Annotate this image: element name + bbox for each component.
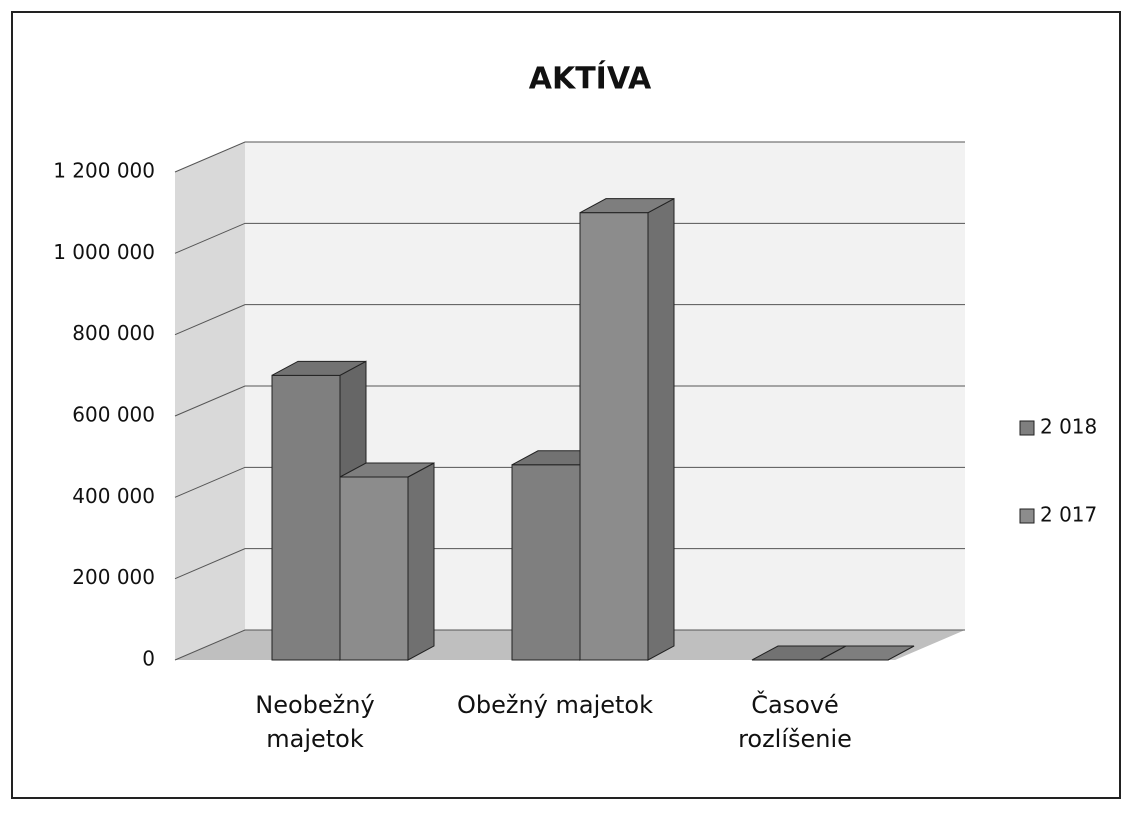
y-tick-label: 0: [142, 647, 155, 671]
bar-top: [579, 198, 675, 214]
legend-swatch: [1019, 508, 1035, 524]
y-tick-label: 1 200 000: [53, 159, 155, 183]
y-tick-label: 400 000: [72, 484, 155, 508]
legend-label: 2 017: [1040, 503, 1097, 527]
grid-line: [174, 222, 965, 254]
bar-front: [271, 374, 341, 661]
legend-label: 2 018: [1040, 415, 1097, 439]
bar-front: [579, 212, 649, 661]
grid-line: [174, 385, 965, 417]
grid-line: [174, 304, 965, 336]
bar: [819, 645, 915, 661]
grid-line: [174, 466, 965, 498]
x-tick-label: Neobežný majetok: [255, 691, 375, 753]
bar: [579, 197, 675, 661]
y-tick-label: 1 000 000: [53, 240, 155, 264]
y-tick-label: 800 000: [72, 321, 155, 345]
bar-top: [271, 360, 367, 376]
grid-line: [174, 548, 965, 580]
bar-side: [647, 197, 675, 661]
bar-top: [339, 462, 435, 478]
bar-top: [819, 645, 915, 661]
grid-line: [174, 141, 965, 173]
bar: [339, 462, 435, 661]
bar-side: [407, 462, 435, 661]
bar-front: [511, 464, 581, 661]
x-tick-label: Obežný majetok: [456, 691, 654, 719]
bar-front: [339, 476, 409, 661]
chart-title: AKTÍVA: [529, 61, 652, 97]
y-tick-label: 200 000: [72, 565, 155, 589]
grid-line: [174, 629, 965, 661]
legend-swatch: [1019, 420, 1035, 436]
y-tick-label: 600 000: [72, 403, 155, 427]
x-tick-label: Časové rozlíšenie: [738, 691, 852, 753]
